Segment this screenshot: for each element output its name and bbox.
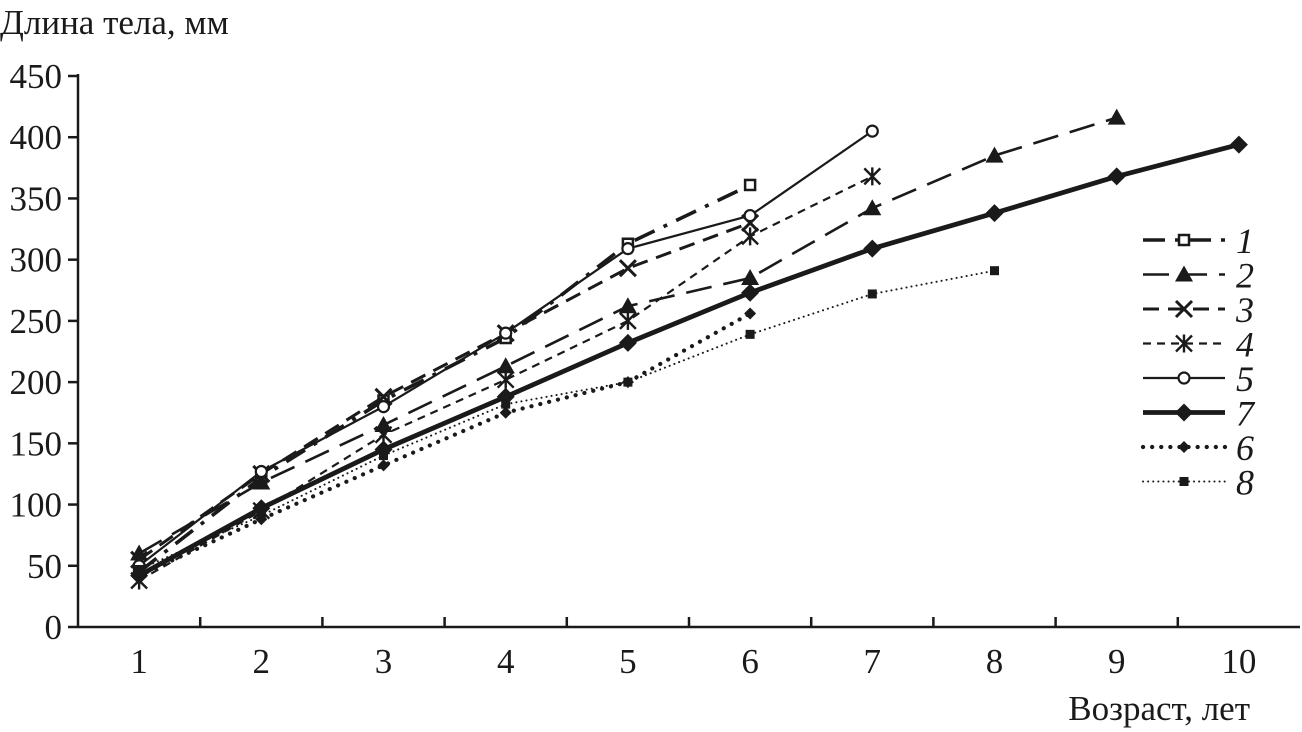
legend-label-1: 1 xyxy=(1236,221,1254,261)
y-tick-label: 250 xyxy=(10,302,63,341)
series-8-point xyxy=(256,511,266,521)
series-7-line xyxy=(137,142,1240,578)
series-7-point xyxy=(618,333,637,352)
legend-item-3: 3 xyxy=(1143,290,1254,330)
series-2-point xyxy=(252,473,271,490)
x-tick-label: 9 xyxy=(1108,642,1126,681)
series-5-point xyxy=(743,208,757,223)
series-8-point xyxy=(501,399,511,409)
series-2-point xyxy=(985,146,1004,163)
y-tick-label: 450 xyxy=(10,57,63,96)
legend-item-2: 2 xyxy=(1143,256,1254,296)
x-tick-label: 3 xyxy=(375,642,393,681)
x-tick-label: 7 xyxy=(864,642,882,681)
x-tick-label: 4 xyxy=(497,642,515,681)
series-7-point xyxy=(985,204,1004,223)
legend-item-7: 7 xyxy=(1143,394,1256,434)
y-tick-label: 400 xyxy=(10,118,63,157)
y-tick-label: 0 xyxy=(45,608,63,647)
y-tick-label: 200 xyxy=(10,363,63,402)
legend-marker-5 xyxy=(1177,371,1191,385)
legend-label-3: 3 xyxy=(1235,290,1254,330)
series-2-point xyxy=(374,415,393,432)
series-5-line xyxy=(138,130,873,567)
legend-item-5: 5 xyxy=(1143,359,1254,399)
legend-item-8: 8 xyxy=(1142,463,1254,503)
series-5-point xyxy=(865,124,879,138)
series-6-point xyxy=(377,459,390,472)
x-tick-label: 10 xyxy=(1221,642,1256,681)
series-7-point xyxy=(1229,135,1248,154)
legend-marker-3 xyxy=(1174,299,1194,319)
series-6-line xyxy=(137,311,753,578)
series-2-point xyxy=(1107,108,1126,125)
y-tick-label: 300 xyxy=(10,241,63,280)
legend-item-4: 4 xyxy=(1143,325,1254,365)
x-tick-label: 1 xyxy=(130,642,148,681)
series-8-point xyxy=(867,289,877,299)
x-tick-label: 5 xyxy=(619,642,637,681)
series-1-point xyxy=(743,178,757,192)
series-4-point xyxy=(741,227,759,246)
legend-label-7: 7 xyxy=(1236,394,1256,434)
x-tick-label: 8 xyxy=(986,642,1004,681)
series-3-point xyxy=(618,259,637,278)
legend-label-8: 8 xyxy=(1236,463,1254,503)
legend-marker-1 xyxy=(1177,233,1191,247)
series-5-point xyxy=(499,326,513,340)
x-axis-title: Возраст, лет xyxy=(1068,689,1250,728)
series-7-point xyxy=(1107,167,1126,186)
series-6-point xyxy=(499,406,512,419)
legend-marker-8 xyxy=(1179,477,1189,486)
series-2-point xyxy=(863,199,882,216)
legend-marker-7 xyxy=(1175,403,1193,422)
legend-item-6: 6 xyxy=(1140,428,1254,468)
legend-label-5: 5 xyxy=(1236,359,1254,399)
series-7 xyxy=(130,135,1248,585)
series-4 xyxy=(130,167,882,590)
series-4-point xyxy=(619,311,637,330)
legend-label-4: 4 xyxy=(1236,325,1254,365)
legend-marker-4 xyxy=(1175,334,1193,353)
series-4-point xyxy=(496,370,515,389)
legend-label-2: 2 xyxy=(1236,256,1254,296)
series-8-point xyxy=(990,266,999,276)
y-axis-title: Длина тела, мм xyxy=(0,3,229,42)
series-8-point xyxy=(379,451,388,461)
legend-marker-6 xyxy=(1178,441,1190,453)
y-tick-label: 50 xyxy=(27,547,62,586)
legend-marker-2 xyxy=(1175,265,1193,282)
series-2-point xyxy=(496,357,515,374)
series-8 xyxy=(134,266,999,574)
series-5-point xyxy=(376,400,391,414)
series-7-point xyxy=(741,283,760,302)
legend-item-1: 1 xyxy=(1143,221,1254,261)
series-5 xyxy=(132,124,879,573)
series-layer xyxy=(130,108,1248,590)
y-tick-label: 100 xyxy=(10,486,63,525)
series-2-point xyxy=(618,297,637,314)
series-8-line xyxy=(138,269,996,571)
series-2-point xyxy=(741,269,760,286)
series-8-point xyxy=(134,564,144,574)
y-tick-label: 150 xyxy=(10,424,63,463)
series-8-point xyxy=(623,377,633,387)
series-5-point xyxy=(254,464,268,479)
series-1-line xyxy=(138,183,751,574)
series-3-line xyxy=(138,221,751,561)
series-7-point xyxy=(863,239,882,258)
series-4-point xyxy=(863,167,882,186)
series-5-point xyxy=(621,242,635,256)
legend-label-6: 6 xyxy=(1236,428,1254,468)
series-3 xyxy=(130,213,760,569)
x-tick-label: 2 xyxy=(253,642,271,681)
x-tick-label: 6 xyxy=(741,642,759,681)
series-6 xyxy=(133,307,757,582)
y-tick-label: 350 xyxy=(10,179,63,218)
series-6-point xyxy=(744,307,757,320)
series-8-point xyxy=(745,329,755,339)
